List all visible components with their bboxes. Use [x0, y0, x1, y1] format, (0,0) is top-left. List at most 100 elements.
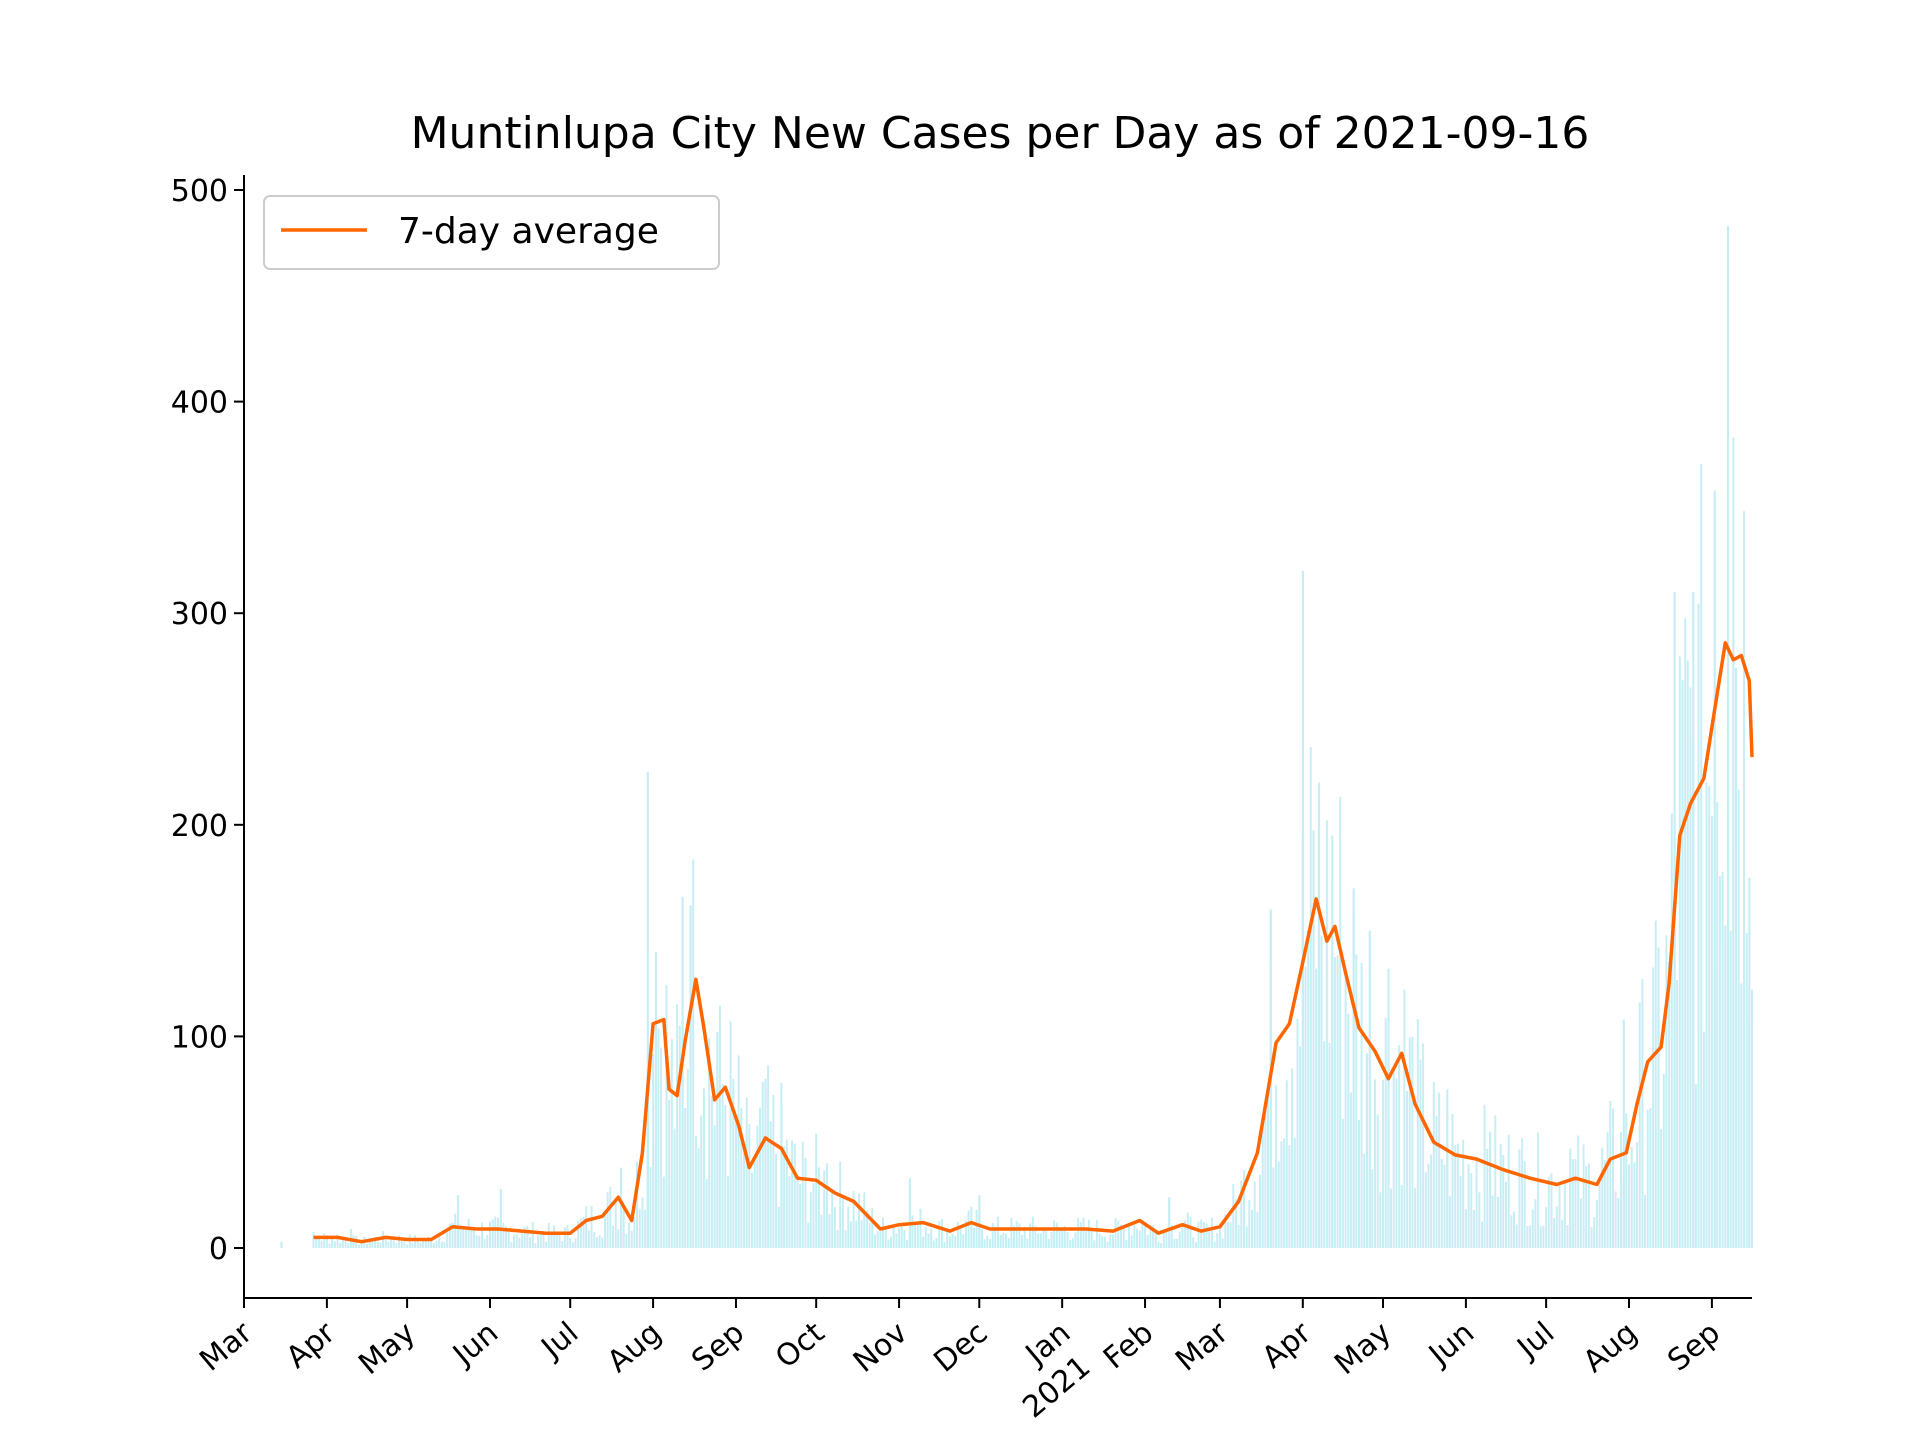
daily-bar [1307, 929, 1310, 1248]
daily-bar [1323, 1041, 1326, 1248]
daily-bar [737, 1055, 740, 1248]
daily-bar [1676, 980, 1679, 1248]
daily-bar-peak [1317, 782, 1321, 1248]
y-tick-label: 200 [171, 809, 228, 844]
daily-bar [400, 1240, 403, 1248]
daily-bar [384, 1238, 387, 1248]
daily-bar [1005, 1233, 1007, 1248]
daily-bar [1574, 1159, 1577, 1248]
daily-bar-peak [1622, 1019, 1625, 1248]
daily-bar [1063, 1226, 1066, 1248]
daily-bar-peak [1569, 1148, 1572, 1248]
daily-bar [1176, 1238, 1179, 1248]
daily-bar-peak [1748, 877, 1751, 1248]
daily-bar [1724, 925, 1727, 1248]
daily-bar [879, 1231, 882, 1248]
daily-bar [537, 1235, 540, 1248]
daily-bar [919, 1208, 922, 1248]
daily-bar-peak [1368, 930, 1371, 1248]
daily-bar [432, 1243, 435, 1248]
daily-bar-peak [1726, 226, 1730, 1248]
x-ticks: Mar Apr May Jun Jul Aug Sep Oct Nov Dec Jan2021Feb… [193, 1298, 1727, 1425]
daily-bar [892, 1226, 895, 1248]
daily-bar [1160, 1243, 1163, 1248]
daily-bar [595, 1237, 598, 1248]
daily-bar [1264, 1099, 1267, 1248]
daily-bar [438, 1235, 441, 1248]
daily-bar [1566, 1225, 1569, 1248]
daily-bar-peak [1331, 835, 1334, 1248]
daily-bar [1341, 1119, 1344, 1248]
daily-bar [1349, 1092, 1352, 1248]
daily-bar [1213, 1241, 1216, 1248]
daily-bar [1090, 1230, 1093, 1248]
daily-bar [628, 1222, 630, 1248]
daily-bar [1197, 1221, 1200, 1248]
daily-bar [1646, 1109, 1649, 1248]
daily-bar [341, 1237, 344, 1248]
daily-bar [1194, 1242, 1197, 1248]
daily-bar [1628, 1164, 1630, 1248]
daily-bar [1157, 1241, 1160, 1248]
daily-bar [1077, 1217, 1080, 1248]
daily-bar [1261, 1121, 1264, 1248]
x-tick-label: May [352, 1315, 422, 1382]
daily-bar [598, 1235, 601, 1248]
daily-bar [1296, 1018, 1299, 1248]
daily-bar [1082, 1217, 1085, 1248]
daily-bar [1291, 1068, 1294, 1248]
y-tick-label: 0 [209, 1232, 228, 1267]
daily-bar [1697, 603, 1700, 1248]
daily-bar [1218, 1223, 1221, 1248]
daily-bar-peak [1732, 437, 1735, 1249]
daily-bar [1553, 1218, 1556, 1248]
daily-bar [1537, 1132, 1540, 1248]
daily-bar [1133, 1223, 1136, 1248]
daily-bar [975, 1209, 978, 1248]
daily-bar [523, 1227, 526, 1248]
daily-bar [1042, 1227, 1045, 1248]
daily-bar [972, 1227, 975, 1248]
daily-bar [1547, 1176, 1550, 1248]
daily-bar [847, 1206, 850, 1248]
daily-bar [817, 1167, 820, 1248]
daily-bar [440, 1241, 443, 1248]
daily-bar [571, 1242, 574, 1248]
x-tick-label: Feb [1097, 1315, 1160, 1376]
daily-bar [1595, 1200, 1598, 1248]
daily-bar [550, 1234, 553, 1248]
daily-bar-peak [1301, 570, 1304, 1248]
daily-bar [1285, 1080, 1288, 1248]
daily-bar-peak [1713, 490, 1716, 1248]
y-tick-label: 300 [171, 597, 228, 632]
daily-bar [638, 1209, 641, 1248]
daily-bar [860, 1220, 863, 1248]
daily-bar [1406, 1091, 1409, 1248]
daily-bar [1079, 1222, 1082, 1248]
daily-bar [1216, 1232, 1219, 1248]
daily-bar [1510, 1215, 1513, 1248]
daily-bar [497, 1217, 499, 1248]
daily-bar [940, 1219, 943, 1248]
daily-bar [1483, 1104, 1486, 1248]
daily-bar [1440, 1159, 1443, 1248]
daily-bars [280, 226, 1753, 1249]
daily-bar [1515, 1224, 1518, 1248]
daily-bar [906, 1239, 909, 1248]
daily-bar [1745, 932, 1748, 1248]
daily-bar [1170, 1225, 1173, 1248]
daily-bar [676, 1003, 679, 1248]
daily-bar [702, 1088, 705, 1248]
daily-bar [956, 1221, 959, 1248]
daily-bar [705, 1179, 708, 1248]
daily-bar [1371, 1169, 1374, 1248]
daily-bar [852, 1191, 855, 1248]
daily-bar [1467, 1164, 1470, 1248]
daily-bar [451, 1222, 454, 1248]
daily-bar [1686, 660, 1689, 1248]
daily-bar [1339, 796, 1342, 1248]
daily-bar [633, 1216, 636, 1248]
daily-bar [1320, 936, 1323, 1248]
daily-bar [1603, 1160, 1606, 1248]
daily-bar [791, 1140, 794, 1248]
